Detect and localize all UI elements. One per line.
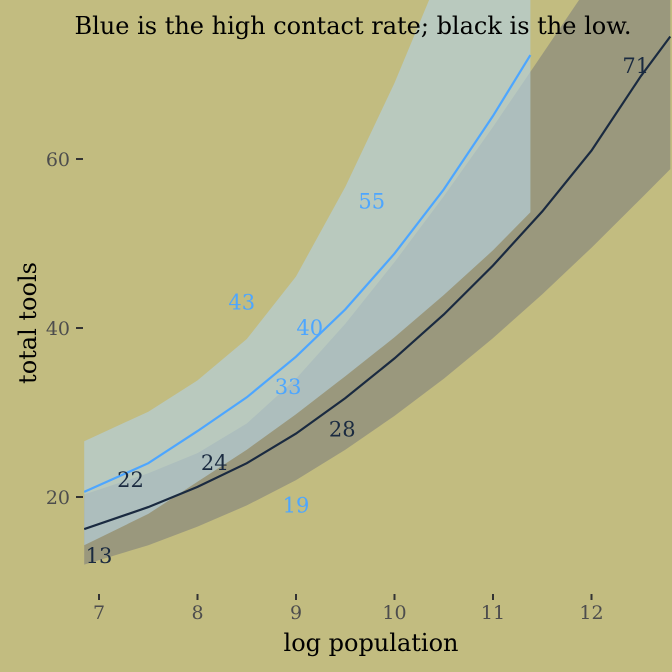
point-label: 71 [622,54,649,78]
point-label: 13 [86,544,113,568]
x-tick-label: 12 [579,602,603,624]
point-label: 22 [117,468,144,492]
point-label: 33 [275,375,302,399]
y-axis-title: total tools [14,262,42,384]
point-label: 55 [358,189,385,213]
mean-lines [84,35,672,531]
x-tick-label: 7 [93,602,105,624]
mean-line-low [84,35,672,531]
ci-bands [84,0,671,565]
x-axis-title: log population [284,629,459,657]
x-tick-label: 8 [191,602,203,624]
point-label: 43 [228,291,255,315]
point-label: 28 [329,417,356,441]
x-tick-label: 10 [382,602,406,624]
y-axis: 20 40 60 [46,149,83,509]
point-label: 40 [296,316,323,340]
x-axis: 7 8 9 10 11 12 [93,594,604,624]
mean-line-high [84,54,532,493]
point-label: 24 [201,451,228,475]
point-label: 19 [283,494,310,518]
y-tick-label: 20 [46,487,70,509]
x-tick-label: 9 [290,602,302,624]
ci-band-high [84,0,531,546]
y-tick-label: 60 [46,149,70,171]
y-tick-label: 40 [46,318,70,340]
point-labels: 13 22 24 43 33 19 40 28 55 71 [86,54,650,568]
chart-title: Blue is the high contact rate; black is … [74,12,631,40]
x-tick-label: 11 [481,602,505,624]
